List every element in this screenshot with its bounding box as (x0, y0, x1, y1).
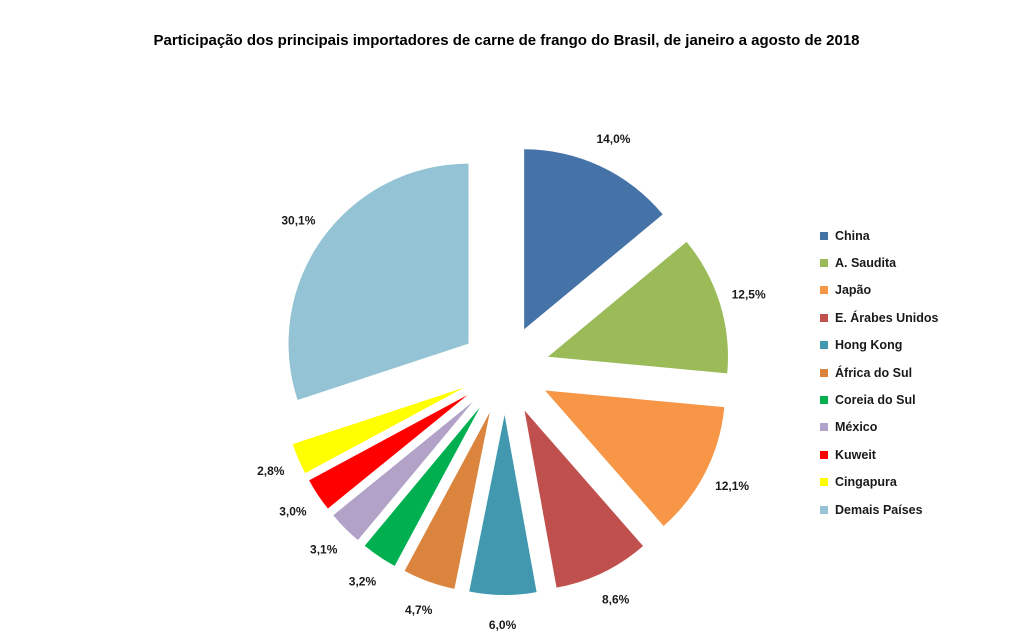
data-label-e-arabes-unidos: 8,6% (602, 593, 630, 607)
legend-item-coreia-do-sul: Coreia do Sul (820, 386, 939, 413)
slice-kuweit (309, 394, 468, 509)
legend-item-demais-paises: Demais Países (820, 496, 939, 523)
legend-label: México (835, 420, 878, 435)
slice-hong-kong (469, 414, 537, 595)
legend-item-mexico: México (820, 414, 939, 441)
legend-label: Japão (835, 283, 872, 298)
slice-africa-do-sul (404, 412, 490, 589)
legend-item-cingapura: Cingapura (820, 469, 939, 496)
data-label-china: 14,0% (596, 132, 630, 146)
data-label-demais-paises: 30,1% (281, 214, 315, 228)
slice-japao (545, 390, 725, 526)
data-label-africa-do-sul: 4,7% (405, 603, 433, 617)
slice-cingapura (292, 387, 464, 474)
legend-label: China (835, 228, 870, 243)
legend-swatch (820, 478, 828, 487)
legend-item-china: China (820, 222, 939, 249)
legend-label: Hong Kong (835, 338, 903, 353)
legend-swatch (820, 396, 828, 405)
chart-title: Participação dos principais importadores… (153, 32, 860, 49)
data-label-coreia-do-sul: 3,2% (349, 574, 377, 588)
legend-swatch (820, 423, 828, 432)
legend-item-a-saudita: A. Saudita (820, 249, 939, 276)
legend-label: Demais Países (835, 502, 923, 517)
legend-item-japao: Japão (820, 277, 939, 304)
legend-label: A. Saudita (835, 256, 897, 271)
legend-swatch (820, 368, 828, 377)
slice-a-saudita (547, 241, 728, 374)
slice-mexico (333, 401, 474, 541)
legend-swatch (820, 313, 828, 322)
legend-item-e-arabes-unidos: E. Árabes Unidos (820, 304, 939, 331)
legend-swatch (820, 231, 828, 240)
slice-e-arabes-unidos (524, 410, 644, 588)
legend-swatch (820, 450, 828, 459)
legend-label: África do Sul (835, 365, 913, 380)
legend-swatch (820, 505, 828, 514)
slice-demais-paises (288, 163, 469, 401)
data-label-a-saudita: 12,5% (732, 288, 766, 302)
legend: China A. Saudita Japão E. Árabes Unidos Hong… (820, 222, 939, 523)
slice-coreia-do-sul (364, 407, 480, 566)
data-label-hong-kong: 6,0% (489, 618, 517, 632)
legend-item-hong-kong: Hong Kong (820, 332, 939, 359)
legend-swatch (820, 341, 828, 350)
legend-label: Kuweit (835, 447, 876, 462)
legend-swatch (820, 259, 828, 268)
legend-label: E. Árabes Unidos (835, 310, 939, 325)
data-label-mexico: 3,1% (310, 542, 338, 556)
legend-label: Coreia do Sul (835, 393, 916, 408)
legend-item-africa-do-sul: África do Sul (820, 359, 939, 386)
legend-label: Cingapura (835, 475, 897, 490)
slice-china (524, 149, 663, 330)
legend-swatch (820, 286, 828, 295)
legend-item-kuweit: Kuweit (820, 441, 939, 468)
data-label-japao: 12,1% (715, 479, 749, 493)
data-label-kuweit: 3,0% (279, 505, 307, 519)
data-label-cingapura: 2,8% (257, 464, 285, 478)
